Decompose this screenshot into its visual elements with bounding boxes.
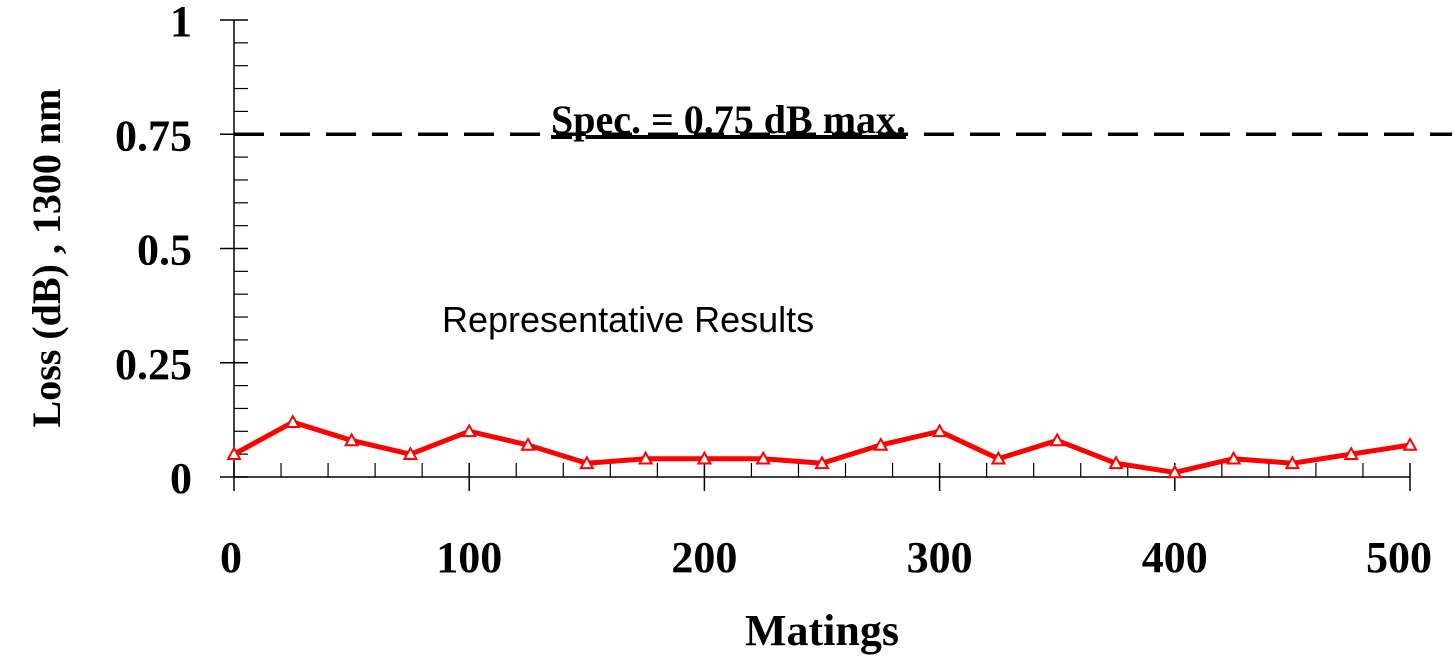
x-tick-label: 100 <box>436 533 502 582</box>
annotation-label: Representative Results <box>442 299 814 340</box>
data-point <box>1343 446 1359 460</box>
data-point <box>755 450 771 465</box>
data-point <box>520 436 536 451</box>
text-group: 0 0.25 0.5 0.75 1 0 100 200 300 400 500 Matings Loss… <box>24 0 1432 655</box>
data-point <box>1284 455 1301 470</box>
data-point <box>873 436 889 451</box>
data-point <box>696 450 713 465</box>
y-tick-label: 0.75 <box>115 111 192 160</box>
x-axis-title: Matings <box>745 606 899 655</box>
data-point <box>1225 450 1242 465</box>
y-tick-label: 0.25 <box>115 340 192 389</box>
y-tick-label: 1 <box>170 0 192 46</box>
data-point <box>285 414 301 428</box>
data-point <box>814 455 830 470</box>
y-tick-label: 0 <box>170 454 192 503</box>
x-tick-label: 500 <box>1366 533 1432 582</box>
spec-reference-label: Spec. = 0.75 dB max. <box>551 97 906 142</box>
x-tick-label: 300 <box>907 533 973 582</box>
series-group <box>226 414 1418 479</box>
data-point <box>461 423 477 438</box>
y-tick-label: 0.5 <box>137 226 192 275</box>
data-point <box>990 450 1007 465</box>
data-point <box>1402 436 1418 451</box>
data-point <box>226 446 242 460</box>
x-tick-label: 400 <box>1142 533 1208 582</box>
y-axis-title: Loss (dB) , 1300 nm <box>24 89 69 428</box>
data-point <box>637 450 654 465</box>
x-tick-label: 0 <box>220 533 242 582</box>
data-point <box>1108 455 1124 470</box>
data-point <box>579 455 595 470</box>
data-point <box>1167 464 1183 479</box>
axes <box>220 19 1411 491</box>
data-point <box>402 446 419 460</box>
data-point <box>343 432 360 447</box>
x-tick-label: 200 <box>671 533 737 582</box>
data-point <box>931 423 948 438</box>
data-point <box>1049 432 1065 447</box>
